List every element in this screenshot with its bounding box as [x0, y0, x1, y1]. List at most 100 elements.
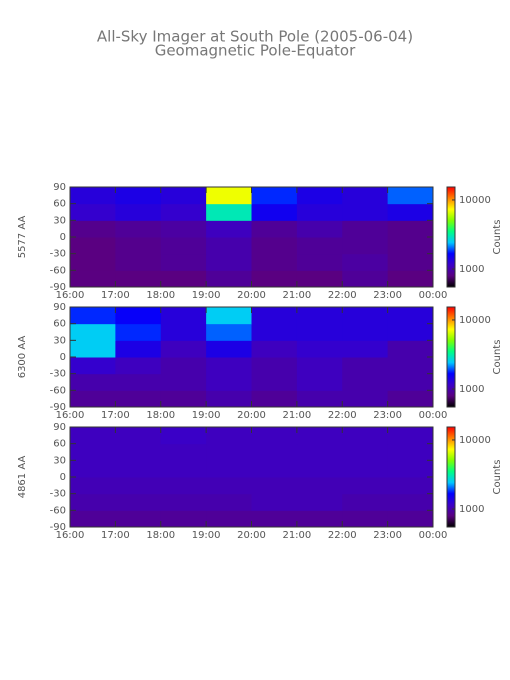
heatmap-cell: [296, 477, 343, 495]
heatmap-cell: [115, 493, 162, 511]
x-tick-label: 21:00: [282, 290, 311, 301]
y-tick-label: 90: [53, 182, 66, 193]
heatmap-cell: [160, 220, 207, 238]
heatmap-cell: [206, 203, 252, 221]
heatmap-cell: [296, 253, 343, 271]
heatmap-cell: [70, 270, 116, 288]
x-tick-label: 23:00: [373, 410, 402, 421]
heatmap-cell: [160, 443, 207, 461]
heatmap-cell: [387, 253, 434, 271]
heatmap-cell: [206, 270, 252, 288]
heatmap-cell: [70, 203, 116, 221]
heatmap-cell: [387, 427, 434, 445]
heatmap-cell: [115, 443, 162, 461]
heatmap-cell: [115, 220, 162, 238]
x-tick-label: 17:00: [101, 290, 130, 301]
y-tick-label: 60: [53, 319, 66, 330]
heatmap-cell: [342, 443, 389, 461]
colorbar-tick-label: 10000: [459, 195, 491, 206]
colorbar: [446, 306, 456, 408]
heatmap-cell: [251, 373, 298, 391]
heatmap-cell: [251, 323, 298, 341]
heatmap-cell: [160, 390, 207, 408]
heatmap-cell: [342, 203, 389, 221]
heatmap-cell: [342, 253, 389, 271]
heatmap-cell: [342, 390, 389, 408]
heatmap-cell: [296, 460, 343, 478]
y-tick-label: -30: [50, 369, 66, 380]
heatmap-cell: [342, 373, 389, 391]
heatmap-cell: [342, 220, 389, 238]
heatmap-cell: [342, 270, 389, 288]
heatmap-cell: [251, 237, 298, 255]
x-tick-label: 22:00: [328, 530, 357, 541]
heatmap-cell: [342, 307, 389, 325]
heatmap-cell: [206, 340, 252, 358]
heatmap-cell: [296, 203, 343, 221]
heatmap-cell: [251, 220, 298, 238]
x-tick-label: 16:00: [56, 530, 85, 541]
heatmap-cell: [387, 493, 434, 511]
heatmap-cell: [296, 390, 343, 408]
heatmap-cell: [70, 340, 116, 358]
colorbar-label: Counts: [492, 460, 503, 495]
x-tick-label: 22:00: [328, 290, 357, 301]
heatmap-cell: [251, 340, 298, 358]
colorbar-tick-label: 1000: [459, 504, 484, 515]
y-tick-label: -60: [50, 385, 66, 396]
y-tick-label: 30: [53, 335, 66, 346]
heatmap-cell: [206, 307, 252, 325]
x-tick-label: 23:00: [373, 530, 402, 541]
y-tick-label: -30: [50, 249, 66, 260]
heatmap-cell: [387, 237, 434, 255]
heatmap-cell: [387, 340, 434, 358]
chart-title: All-Sky Imager at South Pole (2005-06-04…: [97, 28, 413, 46]
heatmap-cell: [251, 187, 298, 205]
heatmap-cell: [160, 493, 207, 511]
x-tick-label: 20:00: [237, 530, 266, 541]
colorbar-tick-label: 1000: [459, 264, 484, 275]
heatmap-cell: [296, 237, 343, 255]
heatmap-cell: [387, 203, 434, 221]
heatmap-cell: [115, 357, 162, 375]
heatmap-cell: [115, 187, 162, 205]
colorbar: [446, 186, 456, 288]
y-tick-label: -30: [50, 489, 66, 500]
colorbar-tick-label: 1000: [459, 384, 484, 395]
heatmap-cell: [70, 187, 116, 205]
x-tick-label: 20:00: [237, 410, 266, 421]
heatmap-cell: [296, 373, 343, 391]
heatmap-cell: [115, 203, 162, 221]
heatmap-cell: [206, 220, 252, 238]
x-tick-label: 00:00: [419, 530, 448, 541]
heatmap-cell: [206, 510, 252, 528]
heatmap-cell: [70, 390, 116, 408]
x-tick-label: 18:00: [146, 530, 175, 541]
heatmap-cell: [70, 443, 116, 461]
y-tick-label: 30: [53, 215, 66, 226]
heatmap-cell: [342, 187, 389, 205]
heatmap-cell: [206, 477, 252, 495]
y-tick-label: -90: [50, 402, 66, 413]
heatmap-cell: [206, 443, 252, 461]
heatmap-cell: [251, 203, 298, 221]
heatmap-cell: [251, 390, 298, 408]
heatmap-cell: [115, 373, 162, 391]
heatmap-cell: [160, 187, 207, 205]
heatmap-cell: [251, 270, 298, 288]
y-tick-label: -60: [50, 265, 66, 276]
y-axis-label: 4861 AA: [17, 456, 28, 499]
heatmap-cell: [70, 237, 116, 255]
heatmap-cell: [206, 237, 252, 255]
heatmap-cell: [251, 493, 298, 511]
heatmap-cell: [342, 323, 389, 341]
y-tick-label: 0: [60, 352, 66, 363]
heatmap-cell: [115, 323, 162, 341]
y-axis-label: 5577 AA: [17, 216, 28, 259]
heatmap-cell: [70, 460, 116, 478]
heatmap-cell: [296, 510, 343, 528]
heatmap-cell: [70, 357, 116, 375]
heatmap-cell: [70, 477, 116, 495]
heatmap-cell: [115, 477, 162, 495]
